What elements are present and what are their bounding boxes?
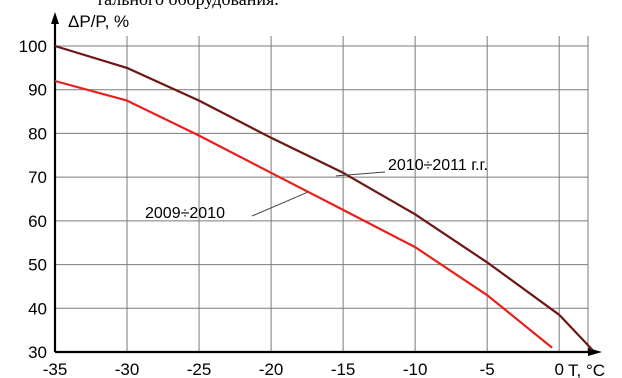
x-tick-label-1: -30 xyxy=(115,360,140,378)
series-line-1 xyxy=(54,44,594,351)
y-axis-arrow xyxy=(51,12,59,24)
x-tick-label-5: -10 xyxy=(403,360,428,378)
y-tick-label-5: 80 xyxy=(28,124,47,143)
y-tick-label-7: 100 xyxy=(19,37,47,56)
x-tick-label-0: -35 xyxy=(43,360,68,378)
series-labels: 2009÷2010 2010÷2011 г.г. xyxy=(145,157,488,222)
x-axis-arrow xyxy=(588,348,602,356)
y-tick-label-6: 90 xyxy=(28,81,47,100)
series-label-leader-1 xyxy=(335,171,386,177)
series-label-leader-0 xyxy=(251,191,308,217)
caption-fragment: тального оборудования. xyxy=(96,0,279,9)
series-label-0: 2009÷2010 xyxy=(145,205,225,222)
series-lines xyxy=(54,44,594,351)
tick-labels: 30 40 50 60 70 80 90 100 -35 -30 -25 -20 -15 -10 -5 0 xyxy=(19,37,564,378)
x-axis-label: T, °C xyxy=(568,361,605,378)
axes xyxy=(51,12,602,356)
x-tick-label-3: -20 xyxy=(259,360,284,378)
x-tick-label-4: -15 xyxy=(331,360,356,378)
series-line-0 xyxy=(54,79,553,349)
grid xyxy=(55,36,589,352)
x-tick-label-6: -5 xyxy=(480,360,495,378)
series-label-1: 2010÷2011 г.г. xyxy=(388,157,488,174)
y-tick-label-1: 40 xyxy=(28,299,47,318)
y-tick-label-2: 50 xyxy=(28,256,47,275)
x-tick-label-2: -25 xyxy=(187,360,212,378)
y-tick-label-4: 70 xyxy=(28,168,47,187)
y-tick-label-0: 30 xyxy=(28,343,47,362)
y-tick-label-3: 60 xyxy=(28,212,47,231)
x-tick-label-7: 0 xyxy=(554,360,563,378)
y-axis-label: ΔP/P, % xyxy=(68,12,129,31)
